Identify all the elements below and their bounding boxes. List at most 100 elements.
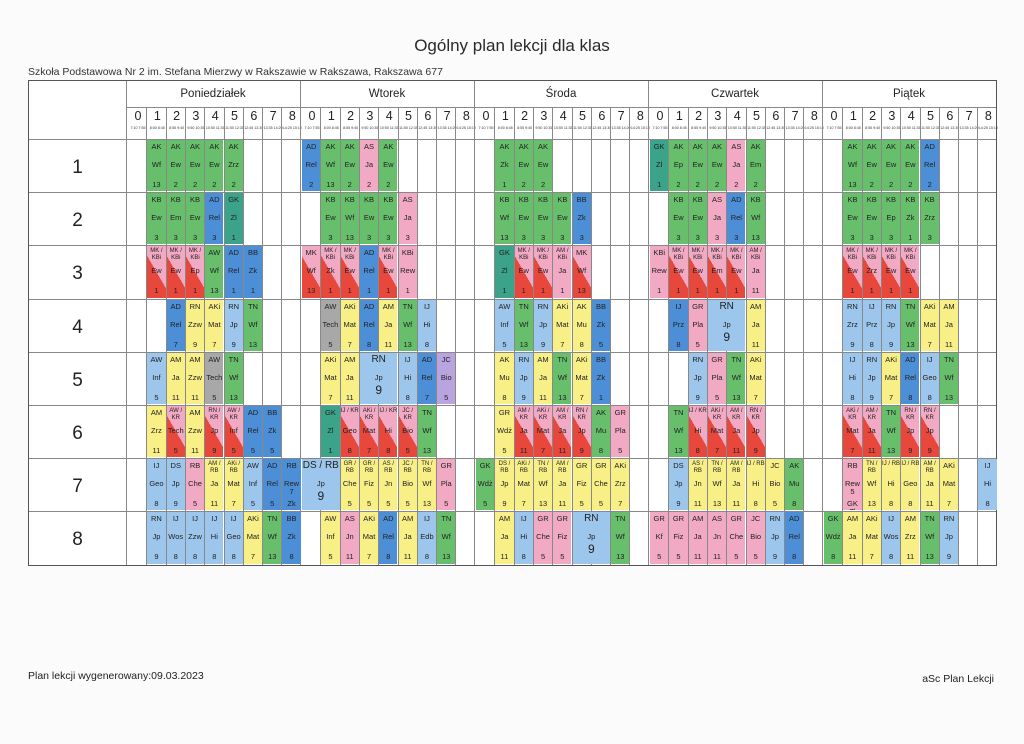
lesson-cell[interactable]: AK Wf 13 (843, 140, 862, 192)
lesson-cell[interactable]: IJ Hi 8 (417, 299, 437, 351)
lesson-cell[interactable]: AK Ew 2 (881, 140, 901, 192)
lesson-cell[interactable]: KB Ew 3 (321, 193, 340, 245)
lesson-cell[interactable]: IJ / KR Hi 8 (379, 406, 398, 458)
lesson-cell[interactable]: AD Rel 5 (243, 406, 263, 458)
lesson-cell[interactable]: GR Pla 5 (688, 299, 707, 351)
lesson-cell[interactable]: TN Wf 13 (901, 299, 920, 351)
lesson-cell[interactable]: AKi Mat 7 (340, 299, 359, 351)
lesson-cell[interactable]: TN Wf 13 (263, 512, 282, 564)
lesson-cell[interactable]: AM Ja 11 (746, 299, 765, 351)
lesson-cell[interactable]: MK Wf 13 (572, 246, 591, 298)
lesson-cell[interactable]: RN Jp 9 (224, 299, 243, 351)
lesson-cell[interactable]: AK Ew 2 (688, 140, 707, 192)
lesson-cell[interactable]: GR / RB Che 5 (340, 459, 359, 511)
lesson-cell[interactable]: AM Ja 11 (843, 512, 862, 564)
lesson-cell[interactable]: AD Rel 7 (417, 352, 437, 404)
lesson-cell[interactable]: GK Wdż 8 (824, 512, 843, 564)
lesson-cell[interactable]: AK Ew 2 (533, 140, 553, 192)
lesson-cell[interactable]: MK / KBi Ew 1 (379, 246, 398, 298)
lesson-cell[interactable]: AW / KR Inf 5 (224, 406, 243, 458)
lesson-cell[interactable]: AKi Zrz 7 (611, 459, 630, 511)
lesson-cell[interactable]: KB Ew 3 (147, 193, 166, 245)
lesson-cell[interactable]: IJ / KR Hi 8 (688, 406, 707, 458)
lesson-cell[interactable]: AS Jn 11 (707, 512, 727, 564)
lesson-cell[interactable]: MK / KBi Ew 1 (669, 246, 688, 298)
lesson-cell[interactable]: AK Ew 2 (185, 140, 205, 192)
lesson-cell[interactable]: RN Jp 9 (533, 299, 553, 351)
lesson-cell[interactable]: AKi Mat 7 (321, 352, 340, 404)
lesson-cell[interactable]: KB Ew 3 (688, 193, 707, 245)
lesson-cell[interactable]: AM Ja 11 (495, 512, 514, 564)
lesson-cell[interactable]: DS Jp 9 (669, 459, 688, 511)
lesson-cell[interactable]: GK Zl 1 (321, 406, 340, 458)
lesson-cell[interactable]: AD Rel 3 (205, 193, 224, 245)
lesson-cell[interactable]: AM Zzw 11 (185, 352, 205, 404)
lesson-cell[interactable]: KB Wf 13 (746, 193, 765, 245)
lesson-cell[interactable]: TN / RB Wf 13 (862, 459, 881, 511)
lesson-cell[interactable]: AM Ja 11 (533, 352, 553, 404)
lesson-cell[interactable]: BB Zk 1 (591, 352, 611, 404)
lesson-cell[interactable]: RN / KR Jp 9 (205, 406, 224, 458)
lesson-cell[interactable]: GR Pla 5 (707, 352, 727, 404)
lesson-cell[interactable]: RN / KR Jp 9 (901, 406, 920, 458)
lesson-cell[interactable]: MK / KBi Ew 1 (727, 246, 746, 298)
lesson-cell[interactable]: GK Wdż 5 (476, 459, 495, 511)
lesson-cell[interactable]: RN Jp 9 (688, 352, 707, 404)
lesson-cell[interactable]: MK / KBi Zrz 1 (862, 246, 881, 298)
lesson-cell[interactable]: MK / KBi Ew 1 (533, 246, 553, 298)
lesson-cell[interactable]: MK Wf 13 (302, 246, 321, 298)
lesson-cell[interactable]: IJ / RB Hi 8 (746, 459, 765, 511)
lesson-cell[interactable]: KB Ew 3 (533, 193, 553, 245)
lesson-cell[interactable]: AM / KBi Ja 1 (553, 246, 572, 298)
lesson-cell[interactable]: AK Ew 2 (340, 140, 359, 192)
lesson-cell[interactable]: RN Jp 9 (514, 352, 533, 404)
lesson-cell[interactable]: TN Wf 13 (398, 299, 417, 351)
lesson-cell[interactable]: GR Fiz 5 (553, 512, 572, 564)
lesson-cell[interactable]: AKi / RB Mat 7 (514, 459, 533, 511)
lesson-cell[interactable]: AS Ja 2 (727, 140, 746, 192)
lesson-cell[interactable]: AK Em 2 (746, 140, 765, 192)
lesson-cell[interactable]: IJ Geo 8 (224, 512, 243, 564)
lesson-cell[interactable]: TN Wf 13 (514, 299, 533, 351)
lesson-cell[interactable]: IJ Geo 8 (920, 352, 939, 404)
lesson-cell[interactable]: AM Zrz 11 (147, 406, 166, 458)
lesson-cell[interactable]: KB Em 3 (166, 193, 185, 245)
lesson-cell[interactable]: AM Ja 11 (166, 352, 185, 404)
lesson-cell[interactable]: GR Wdż 5 (495, 406, 514, 458)
lesson-cell[interactable]: MK / KBi Ew 1 (881, 246, 901, 298)
lesson-cell[interactable]: AK Ew 2 (166, 140, 185, 192)
lesson-cell[interactable]: AM Ja 11 (340, 352, 359, 404)
lesson-cell[interactable]: IJ Hi 8 (205, 512, 224, 564)
lesson-cell[interactable]: IJ Zzw 8 (185, 512, 205, 564)
lesson-cell[interactable]: AKi Mat 7 (572, 352, 591, 404)
lesson-cell[interactable]: AKi Mat 7 (939, 459, 959, 511)
lesson-cell[interactable]: AM Ja 11 (379, 299, 398, 351)
lesson-cell[interactable]: TN / RB Wf 13 (417, 459, 437, 511)
lesson-cell[interactable]: IJ Hi 8 (398, 352, 417, 404)
lesson-cell[interactable]: AKi Mat 7 (746, 352, 765, 404)
lesson-cell[interactable]: RN Jp 9 (359, 352, 398, 404)
lesson-cell[interactable]: RN Jp 9 (862, 352, 881, 404)
lesson-cell[interactable]: AK Ew 2 (379, 140, 398, 192)
lesson-cell[interactable]: MK / KBi Em 1 (707, 246, 727, 298)
lesson-cell[interactable]: IJ Hi 8 (843, 352, 862, 404)
lesson-cell[interactable]: AK Zrz 2 (224, 140, 243, 192)
lesson-cell[interactable]: BB Zk 8 (282, 512, 301, 564)
lesson-cell[interactable]: AK Ew 2 (901, 140, 920, 192)
lesson-cell[interactable]: RN / KR Jp 9 (572, 406, 591, 458)
lesson-cell[interactable]: AK Ep 2 (669, 140, 688, 192)
lesson-cell[interactable]: AS / RB Jn 11 (688, 459, 707, 511)
lesson-cell[interactable]: AKi / KR Mat 7 (533, 406, 553, 458)
lesson-cell[interactable]: KB Ew 3 (669, 193, 688, 245)
lesson-cell[interactable]: RN Jp 9 (939, 512, 959, 564)
lesson-cell[interactable]: RB Che 5 (185, 459, 205, 511)
lesson-cell[interactable]: AM / RB Ja 11 (205, 459, 224, 511)
lesson-cell[interactable]: AM Zrz 11 (901, 512, 920, 564)
lesson-cell[interactable]: RN / KR Jp 9 (920, 406, 939, 458)
lesson-cell[interactable]: KB Ew 3 (553, 193, 572, 245)
lesson-cell[interactable]: KB Ep 3 (881, 193, 901, 245)
lesson-cell[interactable]: KB Zrz 3 (920, 193, 939, 245)
lesson-cell[interactable]: IJ Hi 8 (514, 512, 533, 564)
lesson-cell[interactable]: AKi / KR Mat 7 (707, 406, 727, 458)
lesson-cell[interactable]: AKi / KR Mat 7 (359, 406, 379, 458)
